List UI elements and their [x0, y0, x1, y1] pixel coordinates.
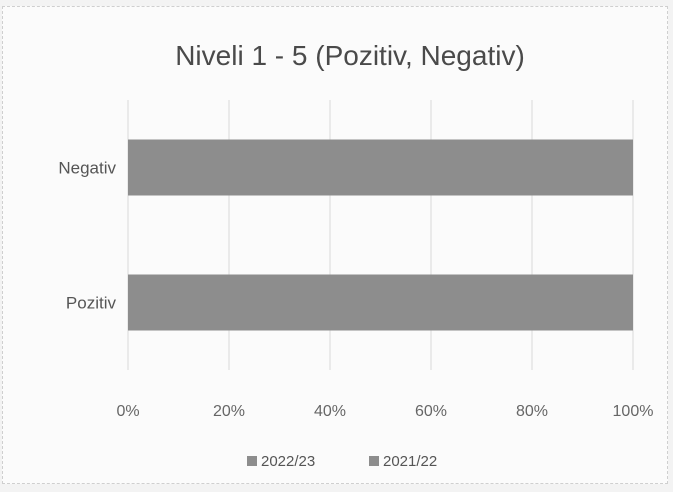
bar-pozitiv-1 — [128, 274, 633, 331]
category-label: Pozitiv — [66, 294, 117, 313]
chart-frame — [2, 6, 668, 484]
legend-swatch — [369, 456, 379, 466]
chart-title: Niveli 1 - 5 (Pozitiv, Negativ) — [175, 40, 525, 71]
legend-swatch — [247, 456, 257, 466]
legend: 2022/23 2021/22 — [247, 453, 437, 470]
bars — [128, 139, 633, 331]
bar-negativ-1 — [128, 139, 633, 196]
legend-label: 2021/22 — [383, 453, 437, 470]
x-tick-label: 100% — [613, 403, 654, 420]
category-labels: Negativ Pozitiv — [58, 159, 116, 313]
x-tick-label: 20% — [213, 403, 245, 420]
x-tick-label: 40% — [314, 403, 346, 420]
x-tick-label: 80% — [516, 403, 548, 420]
x-axis-ticks: 0% 20% 40% 60% 80% 100% — [116, 403, 653, 420]
legend-label: 2022/23 — [261, 453, 315, 470]
x-tick-label: 60% — [415, 403, 447, 420]
category-label: Negativ — [58, 159, 116, 178]
x-tick-label: 0% — [116, 403, 139, 420]
